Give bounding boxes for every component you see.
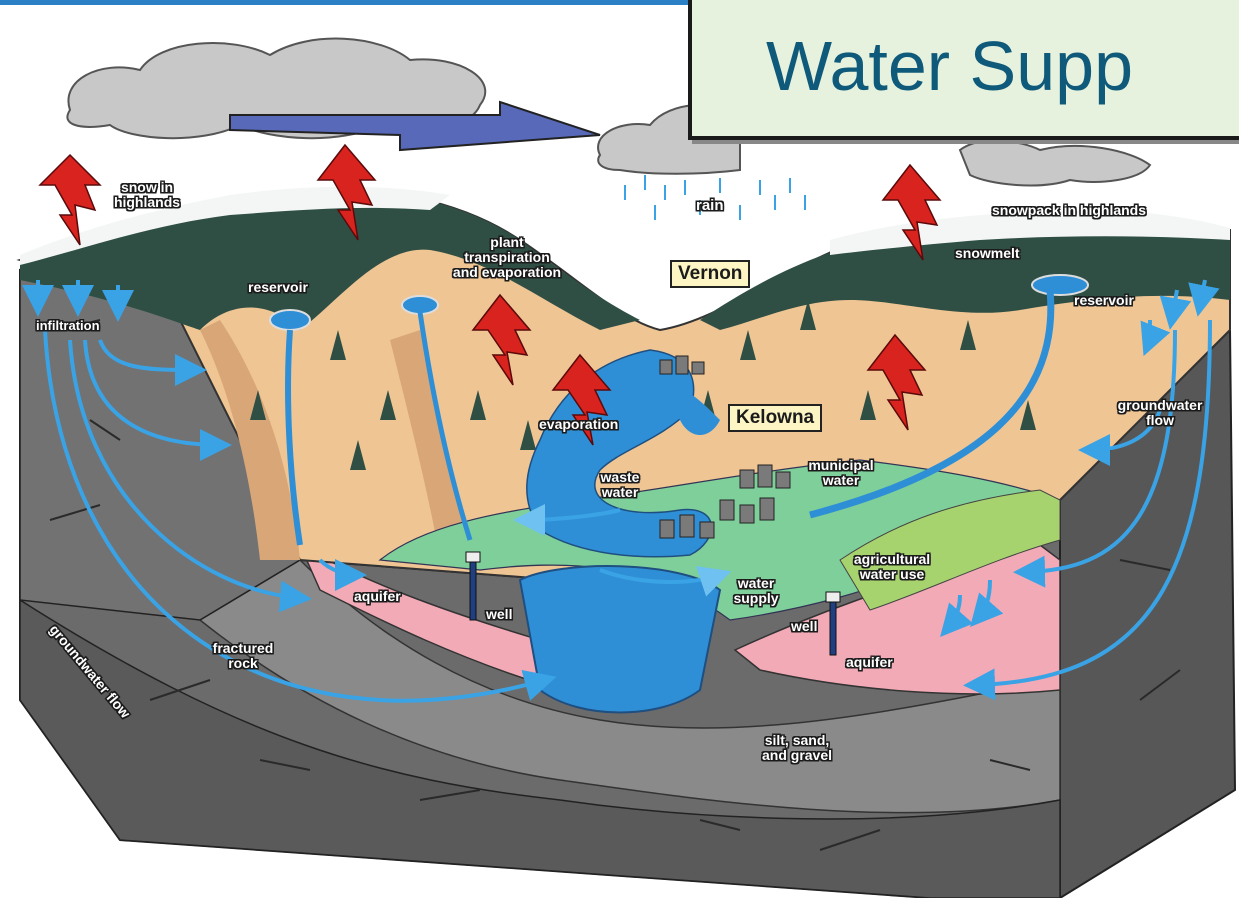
- label-snowmelt: snowmelt: [955, 245, 1020, 261]
- label-fractured-rock: fractured rock: [212, 640, 274, 671]
- label-plant-transpiration: plant transpiration and evaporation: [452, 234, 562, 280]
- label-snowpack-in-highlands: snowpack in highlands: [992, 202, 1147, 218]
- label-water-supply: water supply: [733, 575, 779, 606]
- label-silt-sand-gravel: silt, sand, and gravel: [761, 732, 833, 763]
- label-well-left: well: [486, 606, 513, 622]
- evaporation-arrows: [38, 143, 942, 446]
- label-reservoir-right: reservoir: [1074, 292, 1134, 308]
- label-waste-water: waste water: [600, 469, 640, 500]
- label-agricultural-water-use: agricultural water use: [853, 551, 931, 582]
- page-title: Water Supp: [766, 27, 1134, 105]
- wells: [465, 551, 841, 656]
- label-rain: rain: [696, 197, 724, 214]
- towns: [659, 355, 791, 539]
- clouds: [66, 37, 1152, 187]
- city-label-kelowna: Kelowna: [728, 404, 823, 432]
- wind-arrow: [229, 100, 601, 152]
- water-bodies: [269, 274, 1089, 714]
- city-label-vernon: Vernon: [670, 260, 751, 288]
- label-aquifer-right: aquifer: [846, 654, 893, 670]
- rain-drops: [624, 175, 806, 220]
- groundwater-arrows: [22, 279, 1220, 703]
- title-box: Water Supp: [688, 0, 1239, 140]
- label-infiltration: infiltration: [36, 318, 100, 333]
- label-reservoir-left: reservoir: [248, 279, 308, 295]
- label-aquifer-left: aquifer: [354, 588, 401, 604]
- label-evaporation: evaporation: [539, 416, 619, 432]
- label-groundwater-flow-right: groundwater flow: [1117, 397, 1203, 428]
- label-municipal-water: municipal water: [808, 457, 874, 488]
- label-well-right: well: [791, 618, 818, 634]
- ground-block: [19, 268, 1237, 898]
- label-snow-in-highlands: snow in highlands: [113, 179, 181, 210]
- top-accent-line: [0, 0, 690, 5]
